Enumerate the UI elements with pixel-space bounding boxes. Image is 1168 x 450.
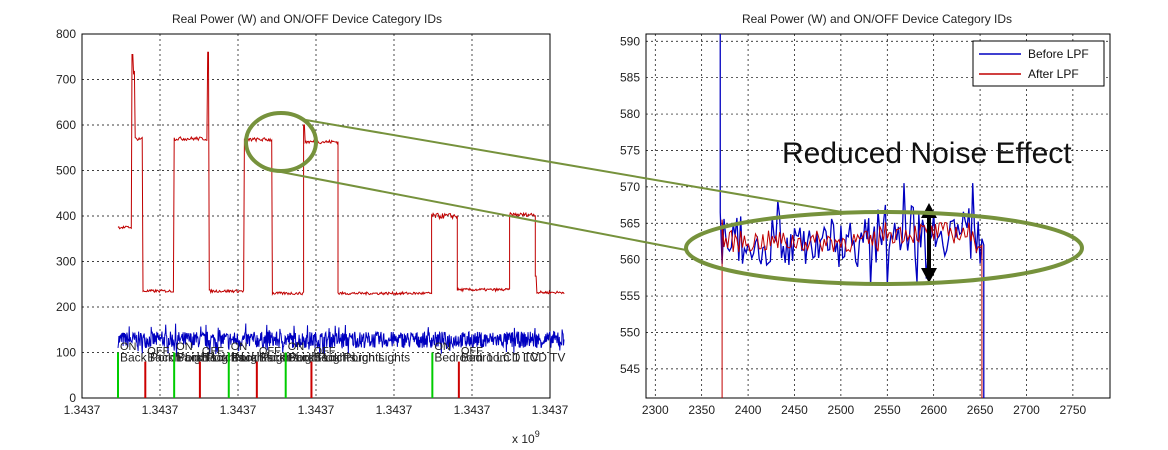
right-y-tick-label: 580 xyxy=(620,107,640,121)
left-x-tick-label: 1.3437 xyxy=(454,403,491,417)
right-x-tick-label: 2750 xyxy=(1060,403,1087,417)
right-x-tick-label: 2600 xyxy=(920,403,947,417)
event-device-label: Back Porch Lights xyxy=(288,351,385,365)
right-x-tick-label: 2650 xyxy=(967,403,994,417)
right-y-tick-label: 570 xyxy=(620,180,640,194)
left-chart-title: Real Power (W) and ON/OFF Device Categor… xyxy=(172,12,442,26)
left-x-tick-label: 1.3437 xyxy=(64,403,101,417)
event-device-label: Bedroom 1 LCD TV xyxy=(434,351,538,365)
right-y-tick-label: 560 xyxy=(620,253,640,267)
callout-line-top xyxy=(299,118,843,213)
event-state-label: ON xyxy=(434,341,451,353)
event-state-label: OFF xyxy=(313,345,335,357)
event-device-label: Back Porch Lights xyxy=(259,351,356,365)
right-y-tick-label: 575 xyxy=(620,143,640,157)
right-x-tick-label: 2450 xyxy=(781,403,808,417)
right-x-tick-label: 2350 xyxy=(688,403,715,417)
left-y-tick-label: 400 xyxy=(56,209,76,223)
event-state-label: ON xyxy=(176,341,193,353)
left-red-line xyxy=(117,51,565,296)
right-line-after-lpf xyxy=(721,219,983,399)
event-state-label: OFF xyxy=(461,345,483,357)
legend-label-after-lpf: After LPF xyxy=(1028,67,1079,81)
left-y-tick-label: 600 xyxy=(56,118,76,132)
right-y-tick-label: 550 xyxy=(620,325,640,339)
event-device-label: Back Porch Lights xyxy=(120,351,217,365)
right-chart: Real Power (W) and ON/OFF Device Categor… xyxy=(620,12,1111,417)
left-blue-series xyxy=(117,323,565,357)
left-blue-line xyxy=(117,323,565,357)
left-y-tick-label: 100 xyxy=(56,346,76,360)
left-y-tick-label: 700 xyxy=(56,73,76,87)
right-y-tick-label: 555 xyxy=(620,289,640,303)
zoom-callout xyxy=(244,111,1084,286)
right-x-tick-label: 2300 xyxy=(642,403,669,417)
annotation-reduced-noise: Reduced Noise Effect xyxy=(782,137,1072,170)
arrow-head-down xyxy=(921,268,937,283)
right-x-tick-label: 2500 xyxy=(828,403,855,417)
right-x-tick-label: 2550 xyxy=(874,403,901,417)
left-y-tick-labels: 0 100 200 300 400 500 600 700 800 xyxy=(56,27,76,405)
legend-box xyxy=(972,40,1105,87)
right-y-tick-label: 585 xyxy=(620,71,640,85)
event-device-label: Back Porch Lights xyxy=(147,351,244,365)
event-state-label: ON xyxy=(288,341,305,353)
right-y-tick-label: 565 xyxy=(620,216,640,230)
left-x-exponent-sup: 9 xyxy=(535,429,540,439)
event-state-label: OFF xyxy=(147,345,169,357)
callout-line-bottom xyxy=(275,170,687,251)
left-x-tick-label: 1.3437 xyxy=(532,403,569,417)
left-y-tick-label: 200 xyxy=(56,300,76,314)
left-x-tick-labels: 1.3437 1.3437 1.3437 1.3437 1.3437 1.3437 1.34… xyxy=(64,403,569,417)
right-x-tick-labels: 2300 2350 2400 2450 2500 2550 2600 2650 2700 2750 xyxy=(642,403,1087,417)
event-device-label: Back Porch Lights xyxy=(231,351,328,365)
right-x-tick-label: 2700 xyxy=(1013,403,1040,417)
callout-big-ellipse xyxy=(684,210,1084,286)
event-device-label: Back Porch Lights xyxy=(176,351,273,365)
left-gridlines xyxy=(82,34,550,398)
event-state-label: ON xyxy=(231,341,248,353)
left-y-tick-label: 300 xyxy=(56,255,76,269)
right-y-tick-label: 590 xyxy=(620,34,640,48)
right-series-group xyxy=(719,34,985,399)
left-x-tick-label: 1.3437 xyxy=(376,403,413,417)
event-state-label: OFF xyxy=(202,345,224,357)
left-y-tick-label: 800 xyxy=(56,27,76,41)
event-device-label: Back Porch Lights xyxy=(202,351,299,365)
right-y-tick-label: 545 xyxy=(620,362,640,376)
left-red-series xyxy=(117,51,565,296)
right-x-tick-label: 2400 xyxy=(735,403,762,417)
left-x-exponent-base: x 10 xyxy=(512,432,535,446)
left-x-tick-label: 1.3437 xyxy=(142,403,179,417)
right-chart-title: Real Power (W) and ON/OFF Device Categor… xyxy=(742,12,1012,26)
event-state-label: ON xyxy=(120,341,137,353)
event-device-label: Back Porch Lights xyxy=(313,351,410,365)
right-series-after-lpf xyxy=(721,219,983,399)
left-x-tick-label: 1.3437 xyxy=(220,403,257,417)
legend-label-before-lpf: Before LPF xyxy=(1028,47,1089,61)
left-x-exponent: x 109 xyxy=(512,429,540,446)
left-x-tick-label: 1.3437 xyxy=(298,403,335,417)
legend: Before LPF After LPF xyxy=(972,40,1105,87)
right-y-tick-labels: 545 550 555 560 565 570 575 580 585 590 xyxy=(620,34,640,376)
event-device-label: Bedroom 1 LCD TV xyxy=(461,351,566,365)
left-y-tick-label: 0 xyxy=(69,391,76,405)
left-chart: Real Power (W) and ON/OFF Device Categor… xyxy=(56,12,569,446)
event-state-label: OFF xyxy=(259,345,281,357)
left-y-tick-label: 500 xyxy=(56,164,76,178)
